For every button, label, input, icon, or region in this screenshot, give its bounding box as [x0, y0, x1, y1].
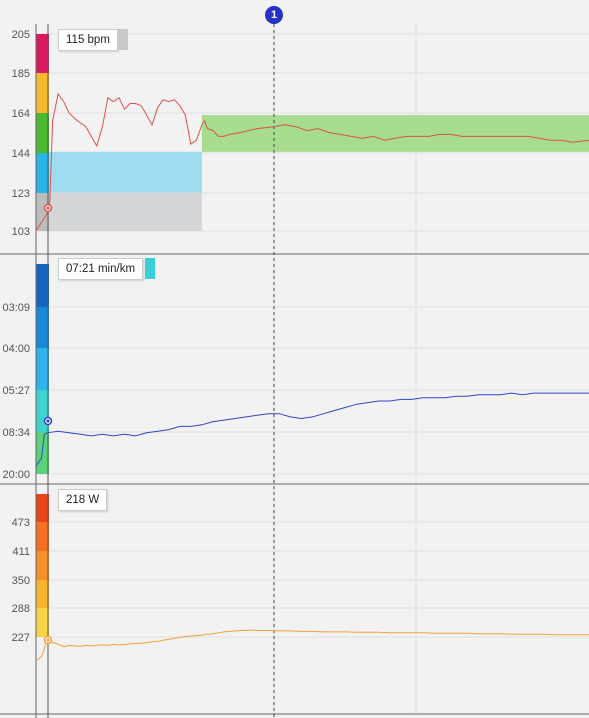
y-tick-label-power: 288 — [12, 603, 30, 615]
hr-zone-band-0 — [36, 192, 202, 231]
y-tick-label-power: 350 — [12, 575, 30, 587]
lap-marker-label: 1 — [270, 9, 278, 21]
zone-strip-pace-0 — [36, 264, 49, 307]
y-tick-label-pace: 05:27 — [2, 385, 30, 397]
hr-readout: 115 bpm — [58, 29, 118, 51]
y-tick-label-pace: 08:34 — [2, 427, 30, 439]
y-tick-label-heart_rate: 205 — [12, 29, 30, 41]
zone-strip-pace-3 — [36, 390, 49, 432]
series-line-pace — [35, 392, 589, 467]
pace-readout-text: 07:21 min/km — [66, 263, 136, 275]
y-tick-label-pace: 04:00 — [2, 343, 30, 355]
y-tick-label-heart_rate: 123 — [12, 188, 30, 200]
y-tick-label-power: 227 — [12, 632, 30, 644]
pace-readout: 07:21 min/km — [58, 258, 144, 280]
lap-marker-badge[interactable]: 1 — [265, 6, 283, 24]
y-tick-label-heart_rate: 164 — [12, 108, 30, 120]
zone-strip-pace-1 — [36, 307, 49, 348]
zone-strip-power-2 — [36, 551, 49, 580]
y-tick-label-power: 411 — [12, 546, 30, 558]
y-tick-label-power: 473 — [12, 517, 30, 529]
hr-zone-band-2 — [201, 115, 589, 152]
series-line-heart_rate — [35, 92, 589, 232]
zone-strip-heart_rate-2 — [36, 113, 49, 153]
cursor-dot-center-power — [46, 638, 50, 642]
cursor-dot-center-pace — [46, 419, 50, 423]
cursor-dot-center-heart_rate — [46, 206, 50, 210]
y-tick-label-pace: 20:00 — [2, 469, 30, 481]
zone-strip-power-0 — [36, 494, 49, 522]
y-tick-label-heart_rate: 103 — [12, 226, 30, 238]
zone-strip-heart_rate-3 — [36, 153, 49, 193]
y-tick-label-heart_rate: 144 — [12, 148, 30, 160]
zone-strip-heart_rate-4 — [36, 193, 49, 231]
power-readout-text: 218 W — [66, 494, 100, 506]
hr-zone-band-1 — [36, 151, 202, 193]
zone-strip-pace-2 — [36, 348, 49, 390]
series-line-power — [35, 629, 589, 662]
zone-strip-heart_rate-1 — [36, 73, 49, 113]
zone-strip-heart_rate-0 — [36, 34, 49, 73]
zone-strip-power-3 — [36, 580, 49, 608]
zone-strip-power-1 — [36, 522, 49, 551]
y-tick-label-pace: 03:09 — [2, 302, 30, 314]
power-readout: 218 W — [58, 489, 108, 511]
y-tick-label-heart_rate: 185 — [12, 68, 30, 80]
hr-readout-text: 115 bpm — [66, 34, 110, 46]
zone-strip-power-4 — [36, 608, 49, 637]
pace-readout-swatch — [145, 258, 155, 279]
hr-readout-swatch — [118, 29, 128, 50]
